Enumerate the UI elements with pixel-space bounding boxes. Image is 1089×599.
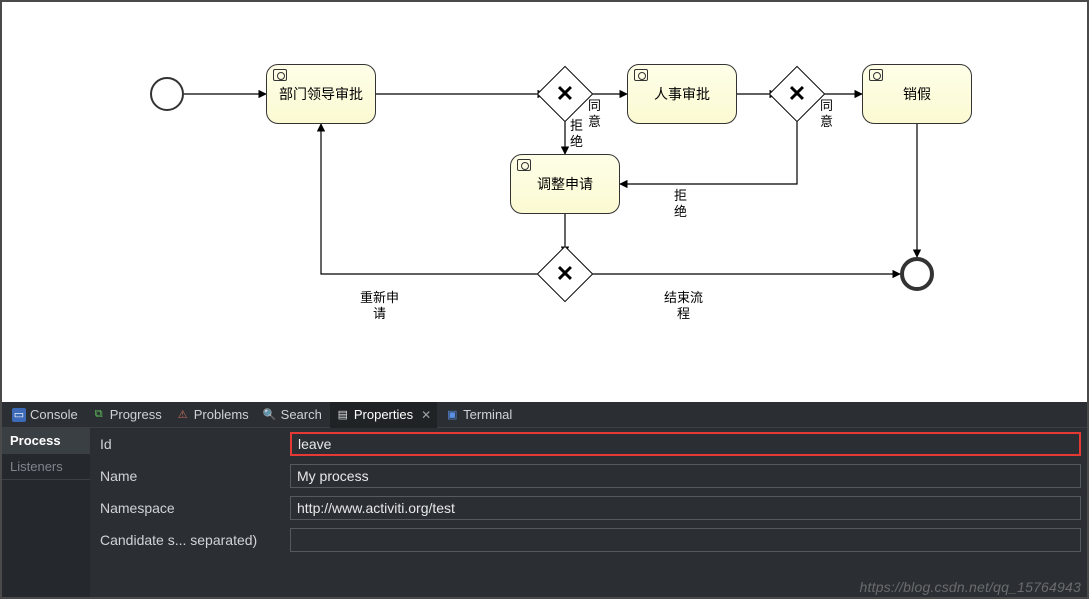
tab-terminal[interactable]: ▣ Terminal [439, 402, 518, 428]
user-icon [273, 69, 287, 81]
tab-problems[interactable]: ⚠ Problems [170, 402, 255, 428]
edge-label-gw2-agree: 同 意 [820, 98, 833, 129]
app-root: 部门领导审批 ✕ 人事审批 ✕ 销假 调整申请 ✕ 同 意 拒 绝 同 意 拒 … [0, 0, 1089, 599]
view-tabs: ▭ Console ⧉ Progress ⚠ Problems 🔍 Search… [2, 402, 1087, 428]
close-icon[interactable]: ✕ [421, 408, 431, 422]
task-hr-approval[interactable]: 人事审批 [627, 64, 737, 124]
label-candidate: Candidate s... separated) [90, 532, 290, 548]
tab-label: Console [30, 407, 78, 422]
properties-form: Id Name Namespace Candidate s... separat… [90, 428, 1087, 597]
bottom-panel: ▭ Console ⧉ Progress ⚠ Problems 🔍 Search… [2, 402, 1087, 597]
gateway-1[interactable]: ✕ [545, 74, 585, 114]
start-event[interactable] [150, 77, 184, 111]
search-icon: 🔍 [263, 408, 277, 422]
edge-label-gw1-reject: 拒 绝 [570, 118, 583, 149]
properties-side-tabs: Process Listeners [2, 428, 90, 597]
task-label: 调整申请 [537, 174, 593, 194]
properties-icon: ▤ [336, 408, 350, 422]
tab-search[interactable]: 🔍 Search [257, 402, 328, 428]
task-vacation[interactable]: 销假 [862, 64, 972, 124]
task-label: 部门领导审批 [279, 84, 363, 104]
tab-label: Problems [194, 407, 249, 422]
tab-label: Search [281, 407, 322, 422]
tab-progress[interactable]: ⧉ Progress [86, 402, 168, 428]
label-name: Name [90, 468, 290, 484]
terminal-icon: ▣ [445, 408, 459, 422]
task-label: 人事审批 [654, 84, 710, 104]
tab-console[interactable]: ▭ Console [6, 402, 84, 428]
tab-label: Properties [354, 407, 413, 422]
gateway-3[interactable]: ✕ [545, 254, 585, 294]
edge-label-gw2-reject: 拒 绝 [674, 188, 687, 219]
tab-label: Terminal [463, 407, 512, 422]
label-id: Id [90, 436, 290, 452]
console-icon: ▭ [12, 408, 26, 422]
task-adjust-request[interactable]: 调整申请 [510, 154, 620, 214]
task-dept-approval[interactable]: 部门领导审批 [266, 64, 376, 124]
input-candidate[interactable] [290, 528, 1081, 552]
edge-label-endflow: 结束流 程 [664, 290, 703, 321]
tab-label: Progress [110, 407, 162, 422]
side-tab-process[interactable]: Process [2, 428, 90, 454]
input-id[interactable] [290, 432, 1081, 456]
side-tab-listeners[interactable]: Listeners [2, 454, 90, 480]
edge-label-reapply: 重新申 请 [360, 290, 399, 321]
end-event[interactable] [900, 257, 934, 291]
progress-icon: ⧉ [92, 408, 106, 422]
user-icon [634, 69, 648, 81]
task-label: 销假 [903, 84, 931, 104]
problems-icon: ⚠ [176, 408, 190, 422]
edge-label-gw1-agree: 同 意 [588, 98, 601, 129]
tab-properties[interactable]: ▤ Properties ✕ [330, 402, 437, 428]
bpmn-canvas[interactable]: 部门领导审批 ✕ 人事审批 ✕ 销假 调整申请 ✕ 同 意 拒 绝 同 意 拒 … [2, 2, 1087, 402]
input-name[interactable] [290, 464, 1081, 488]
watermark-text: https://blog.csdn.net/qq_15764943 [860, 579, 1081, 595]
input-namespace[interactable] [290, 496, 1081, 520]
properties-body: Process Listeners Id Name Namespace Cand… [2, 428, 1087, 597]
label-namespace: Namespace [90, 500, 290, 516]
user-icon [517, 159, 531, 171]
user-icon [869, 69, 883, 81]
gateway-2[interactable]: ✕ [777, 74, 817, 114]
